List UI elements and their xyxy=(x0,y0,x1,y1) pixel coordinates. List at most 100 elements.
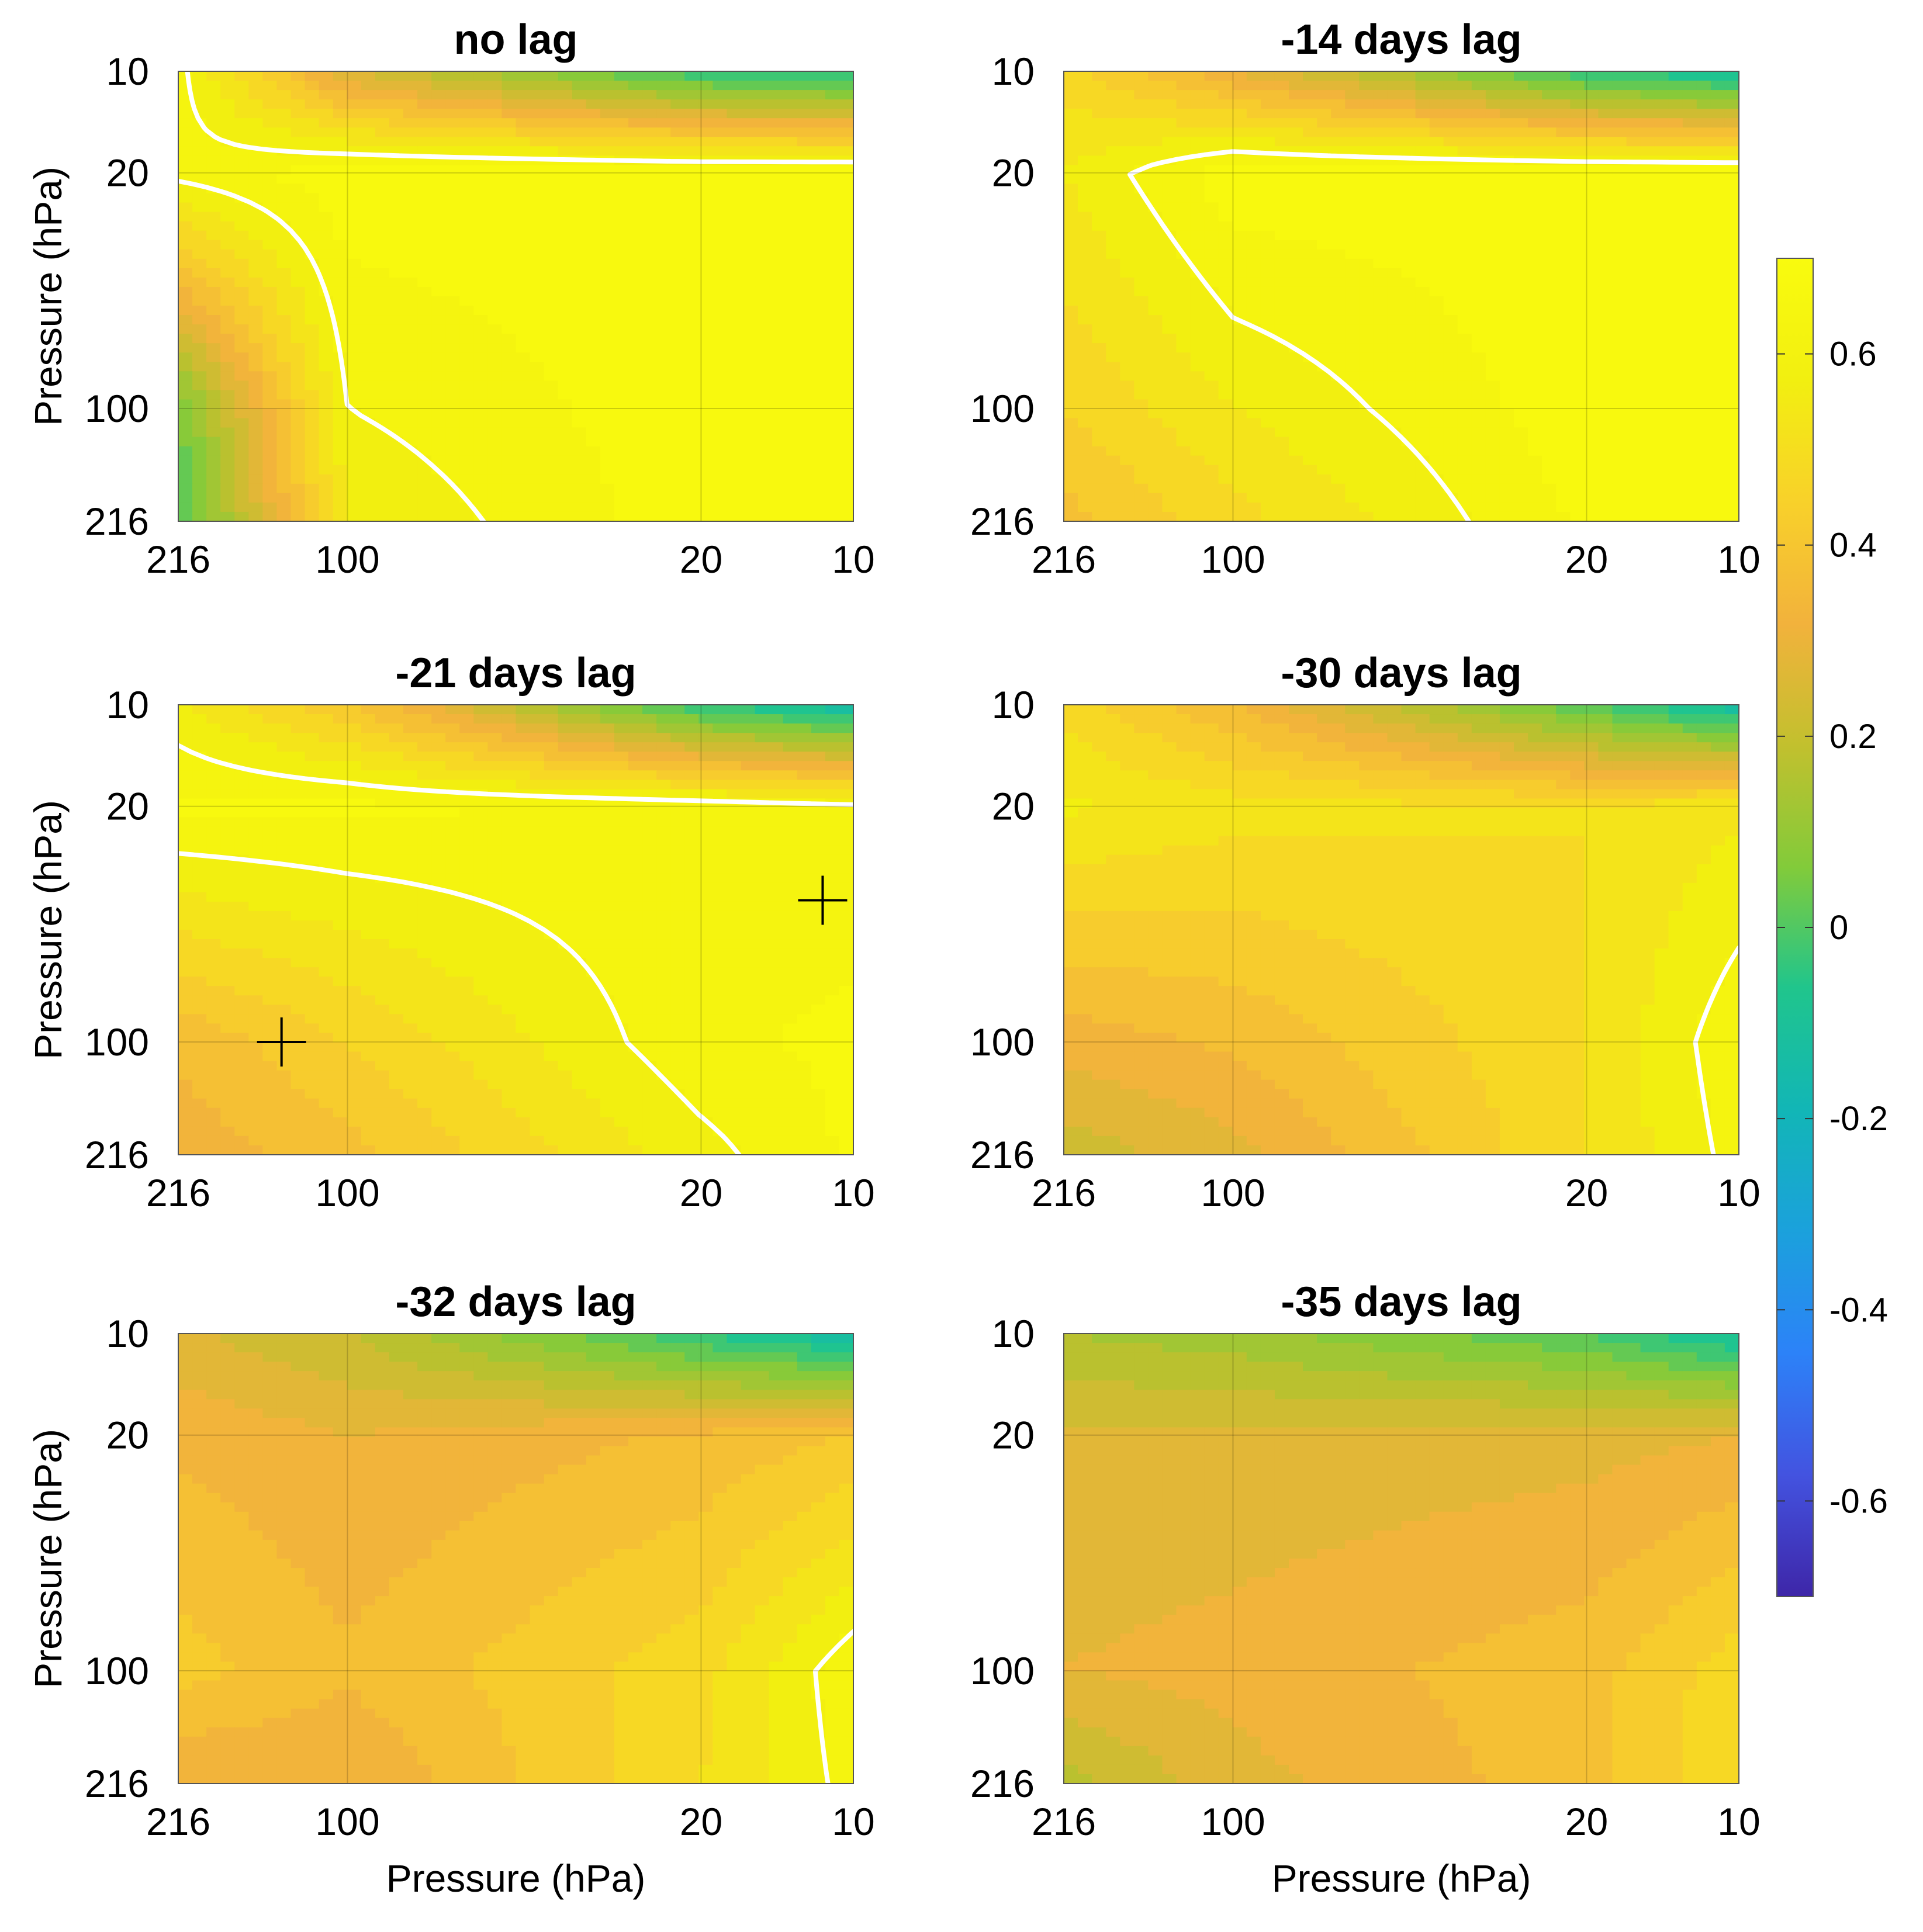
heatmap-cell xyxy=(1148,371,1163,382)
heatmap-cell xyxy=(1710,390,1725,400)
heatmap-cell xyxy=(783,286,798,297)
heatmap-cell xyxy=(1401,286,1416,297)
heatmap-cell xyxy=(375,324,390,334)
heatmap-cell xyxy=(1162,99,1177,109)
heatmap-cell xyxy=(1724,109,1739,119)
heatmap-cell xyxy=(755,165,770,175)
heatmap-cell xyxy=(1528,306,1542,316)
heatmap-cell xyxy=(783,109,798,119)
heatmap-cell xyxy=(1598,118,1613,129)
heatmap-cell xyxy=(614,183,629,194)
heatmap-cell xyxy=(698,221,714,231)
heatmap-cell xyxy=(698,277,714,288)
heatmap-cell xyxy=(558,399,573,410)
heatmap-cell xyxy=(501,324,517,334)
heatmap-cell xyxy=(473,408,489,419)
heatmap-cell xyxy=(1148,81,1163,91)
heatmap-cell xyxy=(1162,183,1177,194)
heatmap-cell xyxy=(1176,81,1191,91)
heatmap-cell xyxy=(1092,380,1106,391)
heatmap-cell xyxy=(1232,286,1247,297)
heatmap-cell xyxy=(501,212,517,222)
heatmap-cell xyxy=(530,146,545,157)
heatmap-cell xyxy=(403,174,418,185)
heatmap-cell xyxy=(1190,352,1205,363)
heatmap-cell xyxy=(1696,193,1711,203)
heatmap-cell xyxy=(1584,109,1599,119)
heatmap-cell xyxy=(1345,446,1360,456)
heatmap-cell xyxy=(1232,221,1247,231)
heatmap-cell xyxy=(614,258,629,269)
heatmap-cell xyxy=(755,277,770,288)
heatmap-cell xyxy=(1682,81,1697,91)
heatmap-cell xyxy=(1682,371,1697,382)
heatmap-cell xyxy=(516,286,531,297)
heatmap-cell xyxy=(1556,390,1571,400)
heatmap-cell xyxy=(1485,221,1500,231)
heatmap-cell xyxy=(1092,90,1106,100)
heatmap-cell xyxy=(375,183,390,194)
heatmap-cell xyxy=(1289,183,1303,194)
heatmap-cell xyxy=(333,399,348,410)
heatmap-cell xyxy=(684,193,700,203)
heatmap-cell xyxy=(389,705,404,715)
heatmap-cell xyxy=(670,334,686,344)
heatmap-cell xyxy=(1429,418,1444,428)
heatmap-cell xyxy=(417,165,432,175)
heatmap-cell xyxy=(614,174,629,185)
heatmap-cell xyxy=(192,315,207,325)
heatmap-cell xyxy=(1303,296,1317,306)
heatmap-cell xyxy=(600,455,615,466)
heatmap-cell xyxy=(642,465,657,475)
heatmap-cell xyxy=(1598,390,1613,400)
heatmap-cell xyxy=(1274,240,1289,250)
heatmap-cell xyxy=(558,371,573,382)
heatmap-cell xyxy=(586,742,601,753)
heatmap-cell xyxy=(361,221,376,231)
heatmap-cell xyxy=(684,212,700,222)
heatmap-cell xyxy=(558,240,573,250)
heatmap-cell xyxy=(1373,268,1388,278)
heatmap-cell xyxy=(670,437,686,447)
heatmap-cell xyxy=(1668,306,1683,316)
heatmap-cell xyxy=(741,118,756,129)
heatmap-cell xyxy=(1162,296,1177,306)
heatmap-cell xyxy=(319,380,334,391)
heatmap-cell xyxy=(684,371,700,382)
heatmap-cell xyxy=(1218,380,1233,391)
heatmap-cell xyxy=(1373,437,1388,447)
heatmap-cell xyxy=(1682,437,1697,447)
heatmap-cell xyxy=(262,493,278,503)
heatmap-cell xyxy=(1570,343,1585,354)
heatmap-cell xyxy=(403,465,418,475)
heatmap-cell xyxy=(1303,511,1317,522)
heatmap-cell xyxy=(1176,221,1191,231)
heatmap-cell xyxy=(1640,296,1655,306)
heatmap-cell xyxy=(501,380,517,391)
heatmap-cell xyxy=(375,446,390,456)
heatmap-cell xyxy=(600,137,615,147)
heatmap-cell xyxy=(670,733,686,743)
heatmap-cell xyxy=(1443,315,1458,325)
heatmap-cell xyxy=(544,390,559,400)
heatmap-cell xyxy=(572,334,587,344)
heatmap-cell xyxy=(501,193,517,203)
heatmap-cell xyxy=(1078,427,1092,438)
heatmap-cell xyxy=(614,723,629,733)
heatmap-cell xyxy=(178,127,193,138)
heatmap-cell xyxy=(1246,137,1261,147)
heatmap-cell xyxy=(1485,511,1500,522)
heatmap-cell xyxy=(417,437,432,447)
heatmap-cell xyxy=(1317,212,1331,222)
heatmap-cell xyxy=(1401,371,1416,382)
heatmap-cell xyxy=(1542,352,1557,363)
heatmap-cell xyxy=(1429,493,1444,503)
heatmap-cell xyxy=(1092,502,1106,513)
heatmap-cell xyxy=(1668,230,1683,241)
heatmap-cell xyxy=(1612,474,1627,484)
heatmap-cell xyxy=(487,212,503,222)
heatmap-cell xyxy=(727,127,742,138)
heatmap-cell xyxy=(811,146,826,157)
heatmap-cell xyxy=(1598,90,1613,100)
heatmap-cell xyxy=(487,427,503,438)
